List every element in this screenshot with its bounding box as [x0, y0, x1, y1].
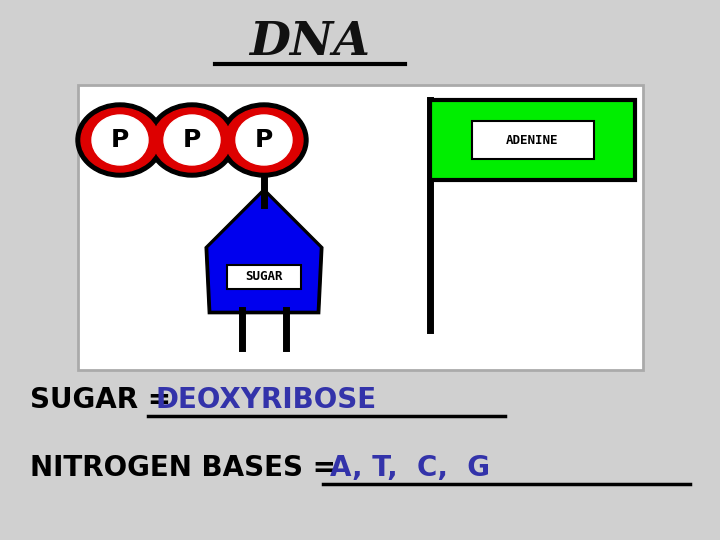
Ellipse shape [92, 115, 148, 165]
Ellipse shape [81, 108, 159, 172]
Ellipse shape [225, 108, 303, 172]
Text: P: P [255, 128, 273, 152]
Text: DNA: DNA [250, 19, 370, 65]
Ellipse shape [148, 103, 236, 177]
Ellipse shape [236, 115, 292, 165]
Ellipse shape [164, 115, 220, 165]
Text: SUGAR =: SUGAR = [30, 386, 181, 414]
Ellipse shape [76, 103, 164, 177]
Polygon shape [205, 188, 323, 314]
Text: A, T,  C,  G: A, T, C, G [330, 454, 490, 482]
FancyBboxPatch shape [227, 265, 301, 289]
Text: P: P [183, 128, 201, 152]
Text: NITROGEN BASES =: NITROGEN BASES = [30, 454, 346, 482]
Text: P: P [111, 128, 129, 152]
Polygon shape [209, 193, 319, 310]
FancyBboxPatch shape [78, 85, 643, 370]
FancyBboxPatch shape [430, 100, 635, 180]
Text: SUGAR: SUGAR [246, 271, 283, 284]
Text: ADENINE: ADENINE [506, 133, 559, 146]
Ellipse shape [220, 103, 308, 177]
FancyBboxPatch shape [472, 121, 593, 159]
Ellipse shape [153, 108, 231, 172]
Text: DEOXYRIBOSE: DEOXYRIBOSE [155, 386, 376, 414]
